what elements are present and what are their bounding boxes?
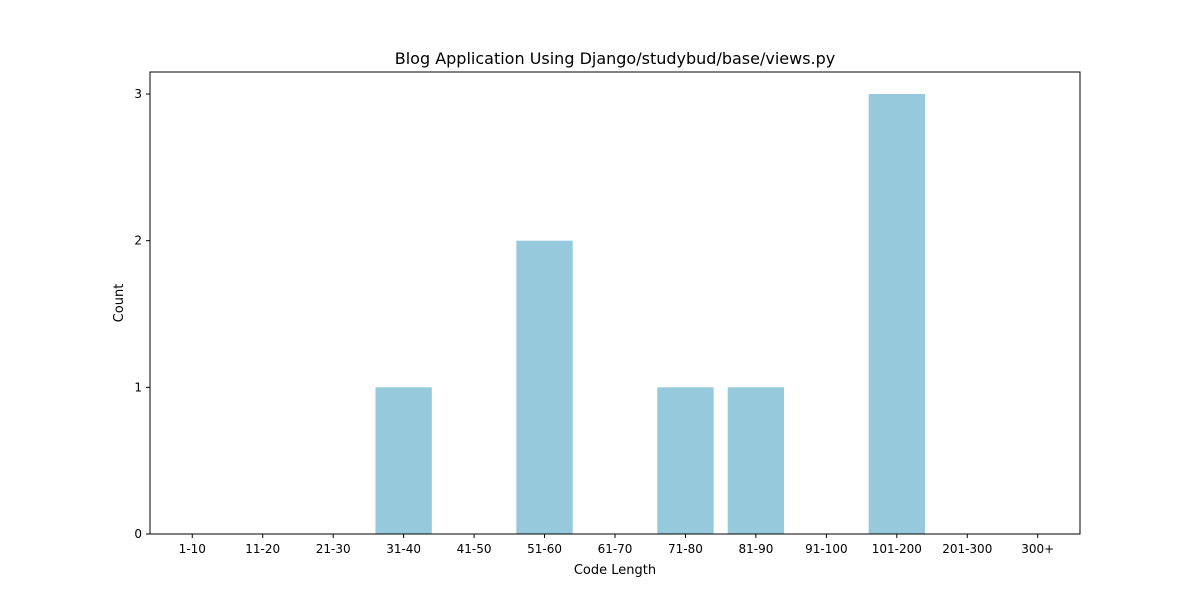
y-axis: 0 1 2 3 (134, 87, 150, 541)
bars-group (375, 94, 925, 535)
bar-81-90 (727, 387, 785, 534)
chart-title: Blog Application Using Django/studybud/b… (395, 49, 836, 68)
x-tick-label: 11-20 (245, 542, 280, 556)
x-tick-label: 61-70 (598, 542, 633, 556)
x-axis: 1-10 11-20 21-30 31-40 41-50 51-60 61-70 71-80 8… (179, 534, 1054, 556)
x-tick-label: 71-80 (668, 542, 703, 556)
x-tick-label: 91-100 (805, 542, 848, 556)
bar-101-200 (868, 94, 925, 534)
bar-31-40 (375, 387, 432, 534)
bar-51-60 (516, 240, 573, 535)
x-tick-label: 101-200 (872, 542, 922, 556)
x-tick-label: 41-50 (457, 542, 492, 556)
plot-frame (149, 71, 1081, 535)
x-tick-label: 201-300 (942, 542, 992, 556)
y-tick-label: 2 (134, 234, 142, 248)
x-tick-label: 1-10 (179, 542, 206, 556)
x-tick-label: 300+ (1021, 542, 1054, 556)
x-tick-label: 81-90 (738, 542, 773, 556)
y-tick-label: 3 (134, 87, 142, 101)
x-tick-label: 21-30 (316, 542, 351, 556)
y-axis-label: Count (112, 284, 127, 323)
x-tick-label: 51-60 (527, 542, 562, 556)
y-tick-label: 0 (134, 527, 142, 541)
x-axis-label: Code Length (574, 563, 656, 578)
bar-71-80 (657, 387, 714, 534)
x-tick-label: 31-40 (386, 542, 421, 556)
y-tick-label: 1 (134, 380, 142, 394)
